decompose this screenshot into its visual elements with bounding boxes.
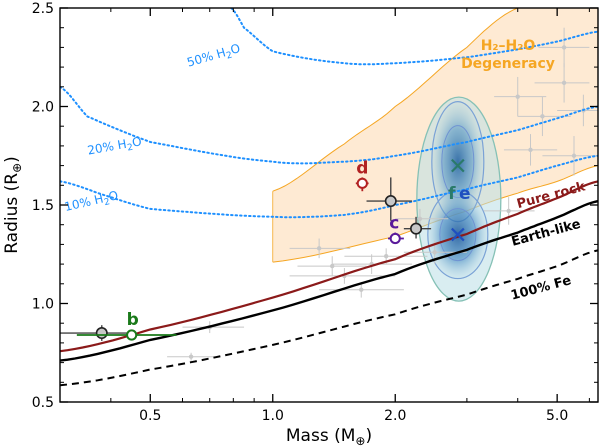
planet-e-marker bbox=[451, 227, 465, 242]
planet-f-marker bbox=[451, 158, 465, 173]
y-tick-label: 1.5 bbox=[32, 198, 54, 214]
pure-rock-curve bbox=[60, 180, 598, 353]
planet-e-label: e bbox=[459, 184, 471, 204]
contour-e-inner bbox=[439, 208, 477, 262]
background-point bbox=[432, 250, 437, 255]
background-point bbox=[561, 80, 567, 86]
y-tick-label: 2.5 bbox=[32, 1, 54, 17]
y-tick-label: 0.5 bbox=[32, 395, 54, 411]
x-axis-label: Mass (M⊕) bbox=[286, 426, 372, 448]
degeneracy-label-line2: Degeneracy bbox=[461, 56, 555, 72]
x-tick-label: 2.0 bbox=[384, 408, 406, 424]
previous-estimate-point bbox=[410, 222, 423, 235]
background-point bbox=[188, 354, 194, 359]
background-point bbox=[506, 208, 511, 214]
water-label-sub: 2 bbox=[225, 50, 233, 61]
previous-estimate-point bbox=[95, 327, 108, 340]
water-curve-label: 10% H2O bbox=[63, 188, 120, 217]
background-point bbox=[383, 254, 389, 259]
water-label-end: O bbox=[107, 188, 119, 204]
background-point bbox=[571, 153, 577, 158]
water-curve-line bbox=[60, 85, 598, 165]
background-point bbox=[359, 287, 364, 292]
water-label-main: 20% H bbox=[86, 137, 127, 158]
background-point bbox=[330, 263, 335, 269]
water-curve-label: 20% H2O bbox=[86, 134, 143, 160]
water-label-main: 50% H bbox=[185, 45, 227, 69]
planet-f-label: f bbox=[448, 184, 456, 204]
planet-b-label: b bbox=[127, 310, 139, 330]
x-tick-label: 5.0 bbox=[546, 408, 568, 424]
planet-c-marker bbox=[389, 232, 401, 245]
background-point bbox=[528, 147, 533, 153]
y-tick-label: 2.0 bbox=[32, 100, 54, 116]
planet-b-marker bbox=[126, 329, 138, 341]
water-curve-label: 50% H2O bbox=[185, 41, 242, 72]
background-point bbox=[316, 246, 322, 251]
x-tick-label: 1.0 bbox=[262, 408, 284, 424]
water-label-sub: 2 bbox=[126, 143, 133, 154]
planet-c-label: c bbox=[389, 213, 399, 233]
iron-curve bbox=[60, 249, 598, 387]
background-point bbox=[561, 45, 567, 50]
water-curve-line bbox=[60, 154, 598, 219]
water-label-end: O bbox=[229, 41, 242, 57]
water-label-main: 10% H bbox=[63, 192, 105, 215]
y-axis-label: Radius (R⊕) bbox=[2, 156, 24, 254]
background-point bbox=[540, 114, 545, 119]
water-label-sub: 2 bbox=[103, 197, 111, 208]
degeneracy-label-line1: H₂–H₂O bbox=[481, 38, 536, 54]
degeneracy-upper-edge bbox=[272, 8, 574, 192]
previous-estimate-point bbox=[384, 195, 397, 208]
background-point bbox=[515, 94, 520, 99]
background-point bbox=[417, 216, 423, 221]
water-curve-line bbox=[230, 8, 598, 66]
x-tick-label: 0.5 bbox=[139, 408, 161, 424]
water-label-end: O bbox=[131, 134, 143, 149]
planet-d-label: d bbox=[356, 158, 368, 178]
y-tick-label: 1.0 bbox=[32, 297, 54, 313]
planet-d-marker bbox=[356, 177, 368, 189]
